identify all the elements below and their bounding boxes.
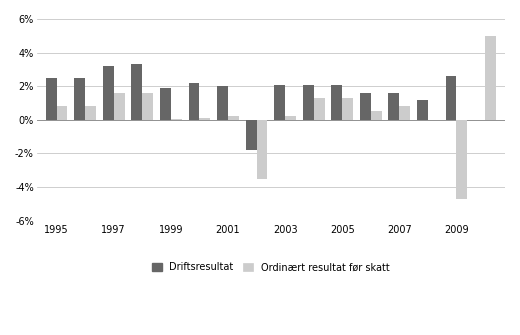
Bar — [342, 98, 353, 120]
Bar — [399, 107, 410, 120]
Bar — [314, 98, 324, 120]
Bar — [103, 66, 114, 120]
Bar — [142, 93, 153, 120]
Bar — [303, 84, 314, 120]
Bar — [245, 120, 256, 150]
Bar — [171, 119, 181, 120]
Bar — [360, 93, 371, 120]
Legend: Driftsresultat, Ordinært resultat før skatt: Driftsresultat, Ordinært resultat før sk… — [148, 259, 394, 276]
Bar — [74, 78, 85, 120]
Bar — [200, 118, 210, 120]
Bar — [417, 100, 428, 120]
Bar — [114, 93, 125, 120]
Bar — [189, 83, 200, 120]
Bar — [485, 36, 496, 120]
Bar — [388, 93, 399, 120]
Bar — [457, 120, 467, 199]
Bar — [446, 76, 457, 120]
Bar — [132, 64, 142, 120]
Bar — [256, 120, 267, 179]
Bar — [57, 107, 68, 120]
Bar — [85, 107, 96, 120]
Bar — [217, 86, 228, 120]
Bar — [331, 84, 342, 120]
Bar — [228, 117, 239, 120]
Bar — [274, 84, 285, 120]
Bar — [371, 112, 382, 120]
Bar — [46, 78, 57, 120]
Bar — [160, 88, 171, 120]
Bar — [285, 117, 296, 120]
